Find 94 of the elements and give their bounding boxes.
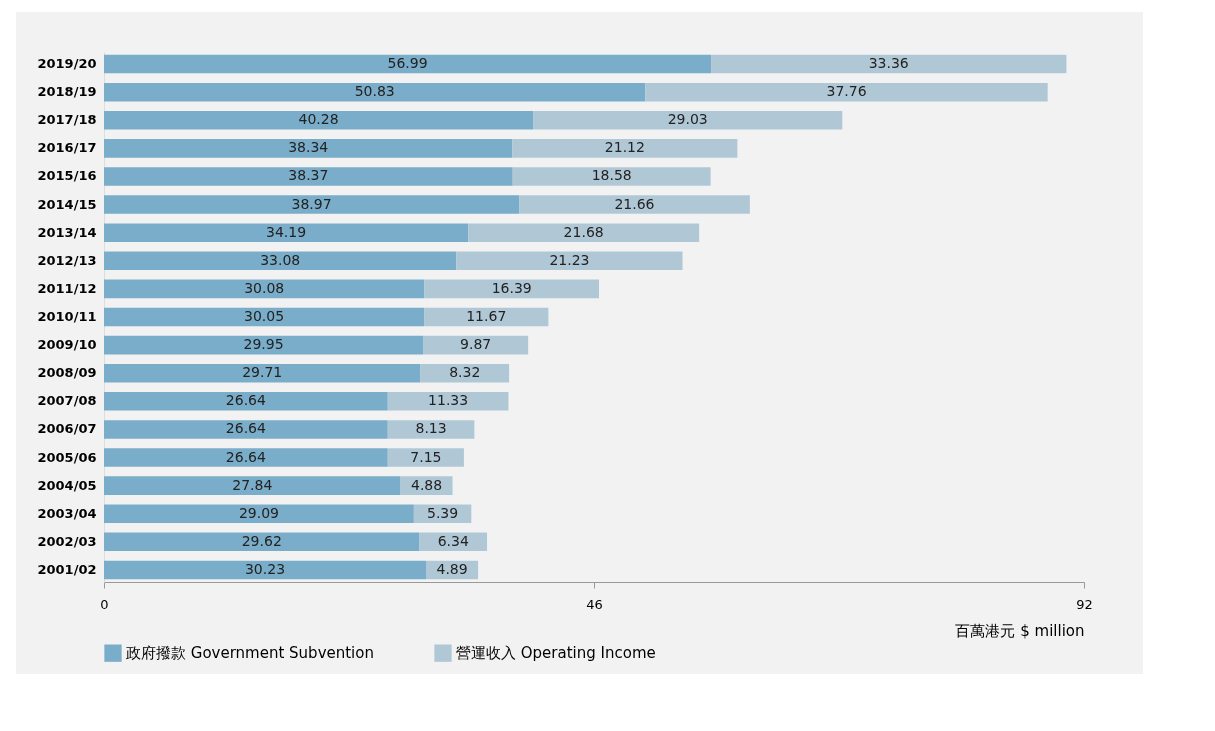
bar xyxy=(456,251,683,271)
y-tick-label: 2006/07 xyxy=(37,421,97,437)
data-label: 38.97 xyxy=(291,195,332,212)
y-tick-label: 2013/14 xyxy=(37,224,97,240)
bar xyxy=(468,223,700,242)
data-label: 16.39 xyxy=(491,279,532,296)
data-label: 29.09 xyxy=(238,504,279,521)
data-label: 7.15 xyxy=(410,448,442,465)
bar xyxy=(512,139,738,158)
bar xyxy=(387,392,509,411)
y-tick-label: 2017/18 xyxy=(37,112,97,128)
data-label: 37.76 xyxy=(826,83,867,100)
data-label: 29.03 xyxy=(667,111,708,128)
bar xyxy=(104,335,424,355)
x-tick-label: 92 xyxy=(1076,596,1093,612)
data-label: 21.68 xyxy=(563,223,604,240)
data-label: 11.67 xyxy=(466,308,507,324)
data-label: 27.84 xyxy=(232,476,273,493)
data-label: 29.62 xyxy=(241,532,282,549)
data-label: 4.88 xyxy=(410,476,443,493)
data-label: 26.64 xyxy=(225,420,267,437)
bar xyxy=(711,54,1067,74)
y-tick-label: 2003/04 xyxy=(37,505,97,521)
bar xyxy=(104,532,420,552)
bar xyxy=(104,392,388,411)
bar xyxy=(104,251,457,271)
data-label: 26.64 xyxy=(225,448,267,465)
bar xyxy=(533,111,843,130)
bar xyxy=(104,363,421,383)
legend-label: 政府撥款 Government Subvention xyxy=(126,644,374,663)
bar xyxy=(104,307,425,327)
y-tick-label: 2009/10 xyxy=(37,337,97,353)
data-label: 26.64 xyxy=(225,392,267,409)
x-tick-label: 0 xyxy=(100,596,109,612)
y-tick-label: 2012/13 xyxy=(37,252,97,268)
data-label: 30.23 xyxy=(244,560,286,577)
y-tick-label: 2008/09 xyxy=(37,365,97,381)
data-label: 38.34 xyxy=(288,139,329,156)
bar xyxy=(104,504,414,523)
y-tick-label: 2004/05 xyxy=(37,477,97,493)
x-axis-title: 百萬港元 $ million xyxy=(955,621,1085,640)
y-tick-label: 2015/16 xyxy=(37,168,97,184)
data-label: 5.39 xyxy=(426,504,459,521)
y-tick-label: 2014/15 xyxy=(37,196,97,212)
y-tick-label: 2007/08 xyxy=(37,393,97,409)
data-label: 21.12 xyxy=(604,139,645,156)
data-label: 34.19 xyxy=(266,223,307,240)
data-label: 29.95 xyxy=(243,336,284,353)
data-label: 33.08 xyxy=(260,251,301,268)
bar xyxy=(104,420,388,439)
bar xyxy=(424,279,600,299)
y-tick-label: 2019/20 xyxy=(37,56,97,72)
y-tick-label: 2001/02 xyxy=(37,561,97,577)
bar xyxy=(104,111,534,130)
bar xyxy=(104,54,712,74)
data-label: 29.71 xyxy=(242,364,283,381)
data-label: 18.58 xyxy=(591,167,632,184)
x-tick-label: 46 xyxy=(586,596,603,612)
bar xyxy=(104,167,513,186)
data-label: 38.37 xyxy=(288,167,329,184)
bar xyxy=(104,223,469,242)
data-label: 8.32 xyxy=(449,364,481,381)
bar xyxy=(104,195,520,214)
data-label: 56.99 xyxy=(387,55,428,72)
data-label: 6.34 xyxy=(437,532,469,549)
bar xyxy=(104,279,425,299)
bar xyxy=(512,167,711,186)
bar xyxy=(104,560,427,580)
y-tick-label: 2011/12 xyxy=(37,280,97,296)
bar xyxy=(104,448,388,467)
bar xyxy=(387,448,464,467)
data-label: 50.83 xyxy=(354,83,395,100)
bar xyxy=(104,82,646,102)
bar xyxy=(519,195,750,214)
y-tick-label: 2002/03 xyxy=(37,533,97,549)
data-label: 21.66 xyxy=(614,195,655,212)
bar xyxy=(645,82,1048,102)
y-tick-label: 2016/17 xyxy=(37,140,97,156)
data-label: 30.08 xyxy=(244,279,285,296)
legend-label: 營運收入 Operating Income xyxy=(456,644,656,663)
data-label: 8.13 xyxy=(415,420,447,437)
y-tick-label: 2005/06 xyxy=(37,449,97,465)
bar xyxy=(104,139,513,158)
bar xyxy=(104,476,401,495)
data-label: 21.23 xyxy=(549,251,590,268)
data-label: 11.33 xyxy=(428,392,469,409)
y-tick-label: 2018/19 xyxy=(37,84,97,100)
bar xyxy=(387,420,475,439)
data-label: 4.89 xyxy=(436,560,468,577)
data-label: 30.05 xyxy=(244,308,285,324)
data-label: 40.28 xyxy=(298,111,339,128)
y-tick-label: 2010/11 xyxy=(37,309,97,324)
data-label: 33.36 xyxy=(868,55,909,72)
data-label: 9.87 xyxy=(460,336,492,353)
